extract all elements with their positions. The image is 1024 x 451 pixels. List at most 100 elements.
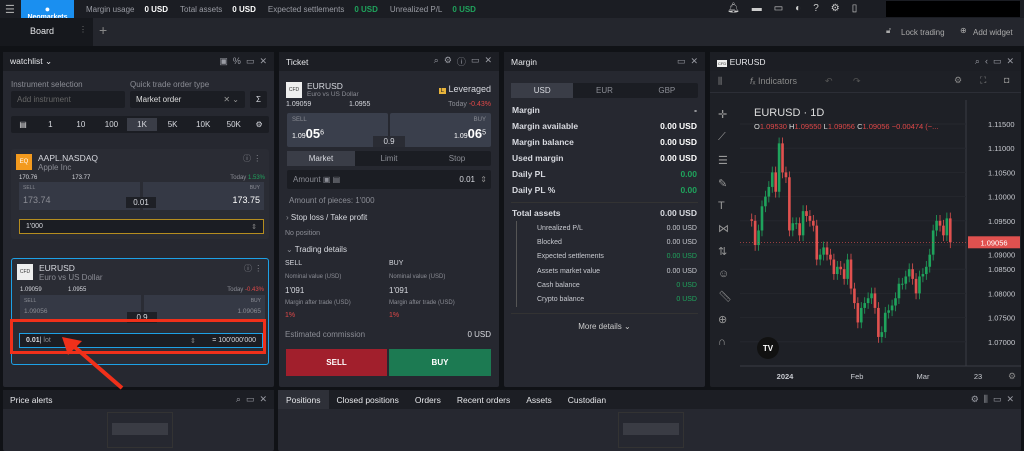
watchlist-title[interactable]: watchlist [10,56,43,66]
crosshair-icon[interactable]: ✛ [718,109,728,121]
add-board-icon[interactable]: + [99,22,108,38]
settings-icon[interactable]: ⚙ [954,75,963,85]
buy-button[interactable]: BUY 173.75 [143,182,264,210]
tab-custodian[interactable]: Custodian [567,394,607,405]
qty-100[interactable]: 100 [104,120,119,129]
amount-input[interactable]: Amount ▣ ▤ 0.01 ⇕ [287,170,491,189]
buy-price-button[interactable]: BUY 1.09065 [390,113,491,147]
info-icon[interactable]: ⓘ ⋮ [244,264,263,273]
search-icon[interactable]: ⌕ [235,394,241,404]
qty-10[interactable]: 10 [76,120,86,129]
close-icon[interactable]: ✕ [259,56,267,66]
camera-icon[interactable]: ◘ [1004,75,1010,85]
add-widget-button[interactable]: Add widget [973,28,1013,37]
trading-details-toggle[interactable]: ⌄ Trading details [286,245,347,254]
add-instrument-input[interactable]: Add instrument [11,91,125,108]
board-menu-icon[interactable]: ⋮ [79,25,87,34]
tab-assets[interactable]: Assets [526,394,552,405]
buy-button[interactable]: BUY [389,349,491,376]
search-icon[interactable]: ⌕ [433,55,439,65]
sell-button[interactable]: SELL 1.09056 [20,295,141,321]
chat-icon[interactable]: ▬ [751,3,762,14]
zoom-icon[interactable]: ⊕ [718,314,728,326]
help-icon[interactable]: ? [813,3,819,14]
qty-5k[interactable]: 5K [167,120,178,129]
tab-gbp[interactable]: GBP [658,86,676,95]
maximize-icon[interactable]: ▭ [992,56,1002,66]
trendline-icon[interactable]: ⟋ [718,131,726,143]
search-icon[interactable]: ⌕ [974,56,980,66]
info-icon[interactable]: ⓘ ⋮ [243,154,262,163]
tab-board[interactable]: Board [30,26,55,36]
close-icon[interactable]: ✕ [1006,56,1014,66]
brush-icon[interactable]: ✎ [718,178,728,190]
tab-closed-positions[interactable]: Closed positions [336,394,399,405]
qty-1[interactable]: 1 [48,120,53,129]
maximize-icon[interactable]: ▭ [992,394,1002,404]
watchlist-item-eurusd[interactable]: CFD EURUSD Euro vs US Dollar ⓘ ⋮ 1.09059… [11,258,269,365]
maximize-icon[interactable]: ▭ [245,56,255,66]
candle [931,230,935,255]
maximize-icon[interactable]: ▭ [470,55,480,65]
emoji-icon[interactable]: ☺ [718,268,730,280]
qty-1k[interactable]: 1K [126,118,158,131]
sell-button[interactable]: SELL [286,349,387,376]
pattern-icon[interactable]: ⋈ [718,223,729,235]
redo-icon[interactable]: ↷ [853,76,861,86]
bell-icon[interactable]: 🔔︎ [727,3,740,14]
gear-icon[interactable]: ⚙ [443,55,452,65]
calendar-icon[interactable]: ▣ [219,56,228,66]
qty-10k[interactable]: 10K [196,120,211,129]
qty-50k[interactable]: 50K [226,120,241,129]
clear-chevron-icon[interactable]: ✕ ⌄ [223,95,239,104]
sell-button[interactable]: SELL 173.74 [19,182,140,210]
forecast-icon[interactable]: ⇅ [718,246,728,258]
tab-orders[interactable]: Orders [414,394,441,405]
tab-limit[interactable]: Limit [380,154,398,163]
info-icon[interactable]: ⓘ [456,57,466,67]
fullscreen-icon[interactable]: ⛶ [980,75,987,85]
mobile-icon[interactable]: ▯ [851,3,858,14]
watchlist-item-aapl[interactable]: EQ AAPL.NASDAQ Apple Inc ⓘ ⋮ 170.76 173.… [11,149,269,239]
time-axis-settings-icon[interactable]: ⚙ [1008,371,1016,381]
chevron-left-icon[interactable]: ‹ [984,56,988,66]
hamburger-icon[interactable]: ☰ [5,4,15,16]
chevron-down-icon[interactable]: ⌄ [44,56,53,66]
gear-icon[interactable]: ⚙ [970,394,979,404]
tab-eur[interactable]: EUR [596,86,613,95]
maximize-icon[interactable]: ▭ [676,56,686,66]
horizontal-lines-icon[interactable]: ☰ [718,155,728,167]
gear-icon[interactable]: ⚙ [255,120,263,129]
wallet-icon[interactable]: ▭ [773,3,784,14]
close-icon[interactable]: ✕ [259,394,267,404]
text-icon[interactable]: T [718,200,725,212]
lot-amount-input[interactable]: 0.01| lot = 100'000'000 ⇕ [19,333,263,348]
ruler-icon[interactable]: 📏︎ [718,291,732,303]
tab-recent-orders[interactable]: Recent orders [456,394,511,405]
candlestick-chart[interactable]: 1.11500 1.11000 1.10500 1.10000 1.09500 1.090… [740,100,1021,385]
magnet-icon[interactable]: ∩ [718,336,726,348]
tab-positions[interactable]: Positions [278,390,329,409]
percent-icon[interactable]: % [232,56,241,66]
sl-tp-toggle[interactable]: › Stop loss / Take profit [286,213,368,222]
tab-usd[interactable]: USD [511,83,574,98]
close-icon[interactable]: ✕ [1006,394,1014,404]
sigma-button[interactable]: Σ [250,91,267,108]
amount-input[interactable]: 1'000 ⇕ [19,219,264,234]
order-type-select[interactable]: Market order ✕ ⌄ [130,91,245,108]
maximize-icon[interactable]: ▭ [245,394,255,404]
columns-icon[interactable]: ⫼ [983,394,988,404]
theme-icon[interactable]: ◐ [795,3,802,14]
close-icon[interactable]: ✕ [484,55,492,65]
settings-icon[interactable]: ⚙ [830,3,840,14]
tab-market[interactable]: Market [287,151,355,166]
sell-price-button[interactable]: SELL 1.09056 [287,113,388,147]
candles-icon[interactable]: ⫼ [718,76,723,86]
indicators-button[interactable]: fₓ Indicators [750,76,798,86]
buy-button[interactable]: BUY 1.09065 [144,295,265,321]
tab-stop[interactable]: Stop [448,154,466,163]
lock-trading-button[interactable]: Lock trading [901,28,945,37]
close-icon[interactable]: ✕ [690,56,698,66]
more-details-button[interactable]: More details ⌄ [578,321,631,331]
undo-icon[interactable]: ↶ [825,76,833,86]
